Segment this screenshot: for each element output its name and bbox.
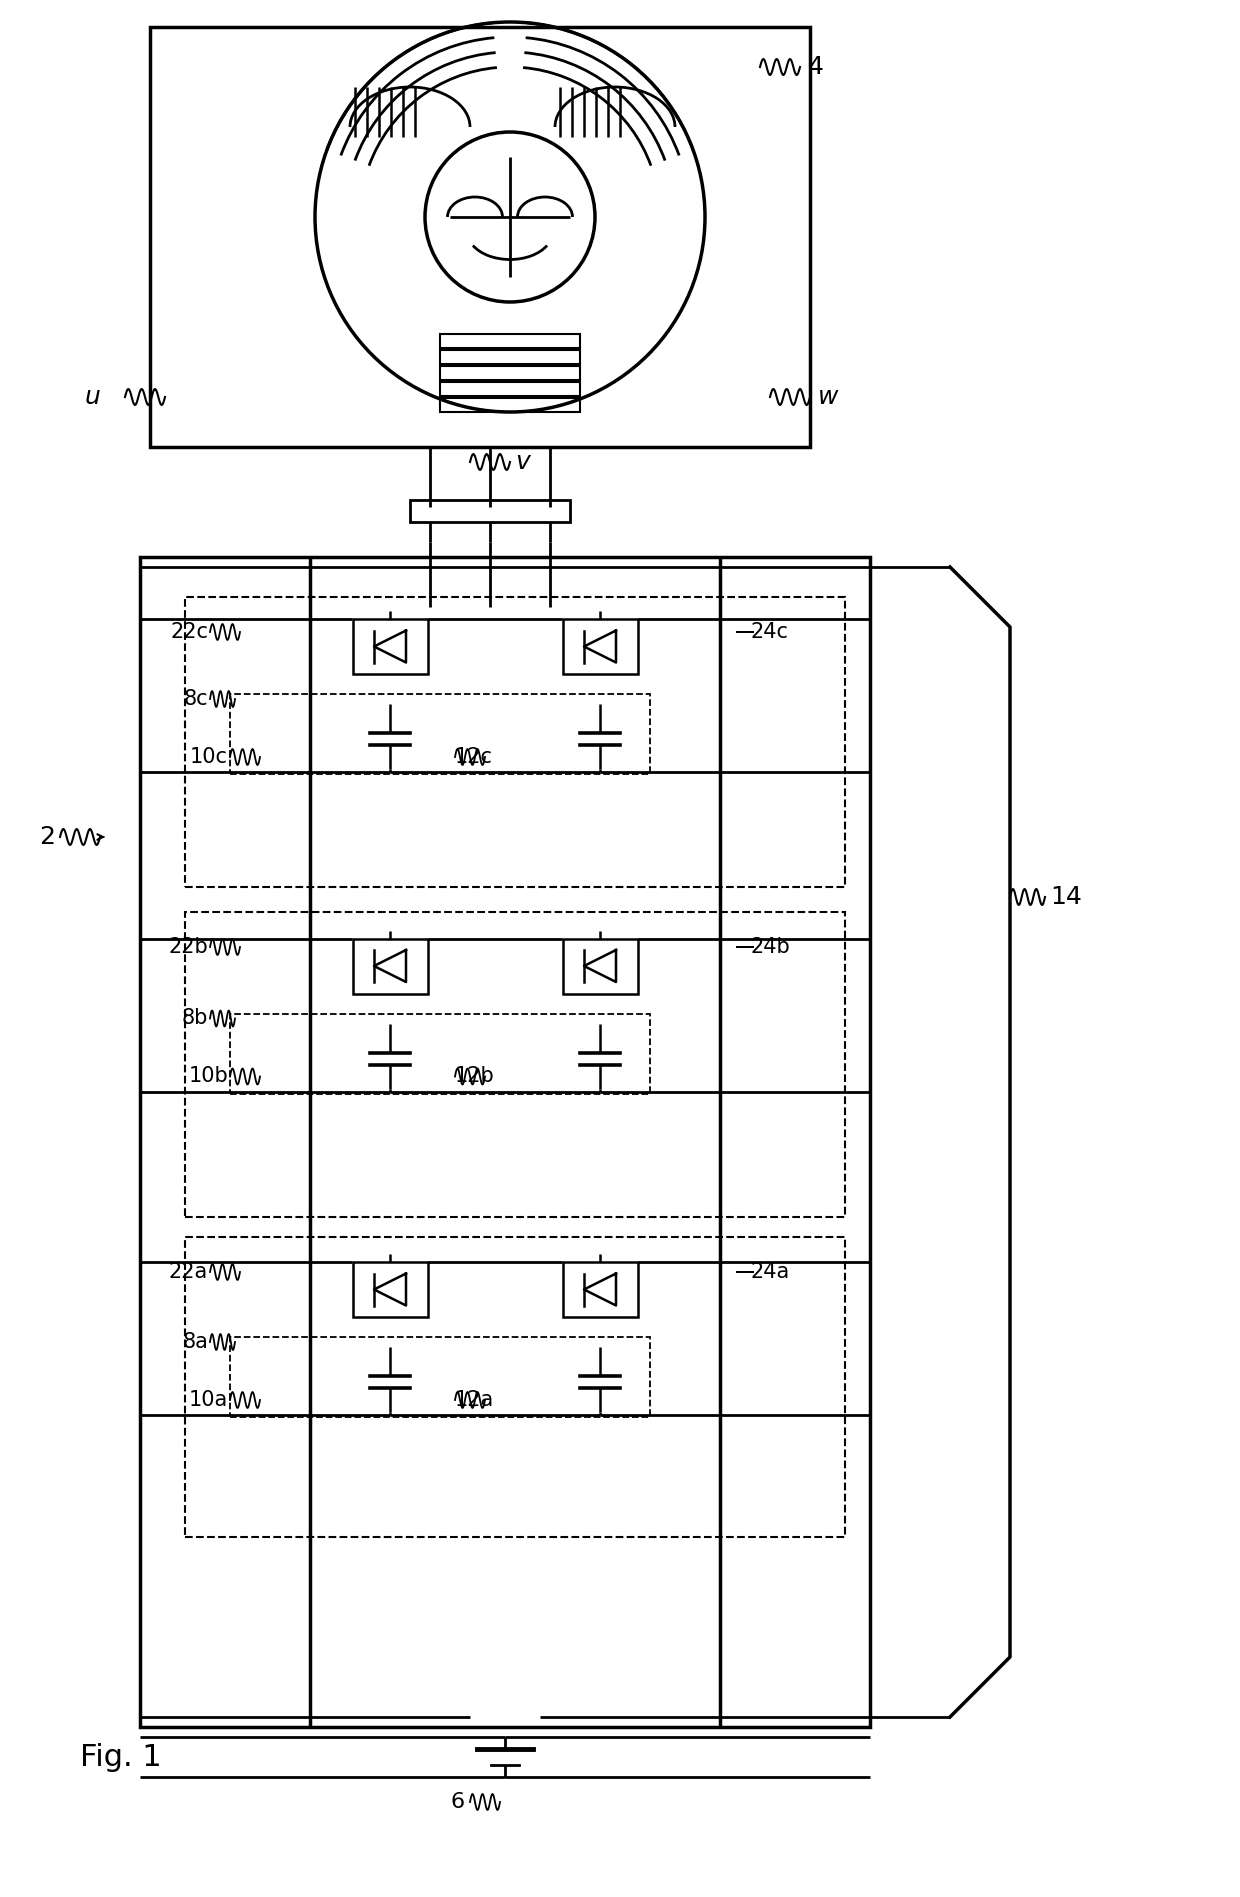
Text: 10c: 10c bbox=[190, 747, 228, 766]
Text: 6: 6 bbox=[451, 1793, 465, 1812]
Bar bbox=[563, 1262, 637, 1317]
Text: 14: 14 bbox=[1050, 886, 1081, 909]
Bar bbox=[140, 558, 870, 1726]
Bar bbox=[229, 694, 650, 774]
Text: v: v bbox=[515, 450, 529, 474]
Bar bbox=[440, 366, 580, 379]
Text: w: w bbox=[818, 385, 838, 410]
Text: 12b: 12b bbox=[455, 1066, 495, 1087]
Bar bbox=[410, 501, 570, 522]
Text: 24a: 24a bbox=[750, 1262, 789, 1282]
Text: 12a: 12a bbox=[455, 1391, 495, 1409]
Text: 4: 4 bbox=[808, 55, 825, 80]
Bar bbox=[563, 939, 637, 994]
Bar bbox=[440, 381, 580, 396]
Text: 10b: 10b bbox=[188, 1066, 228, 1087]
Text: 10a: 10a bbox=[188, 1391, 228, 1409]
Bar bbox=[185, 598, 844, 888]
Text: 8c: 8c bbox=[184, 689, 208, 709]
Bar bbox=[185, 912, 844, 1218]
Bar bbox=[229, 1337, 650, 1417]
Text: 22a: 22a bbox=[169, 1262, 208, 1282]
Text: 12c: 12c bbox=[455, 747, 494, 766]
Text: 24b: 24b bbox=[750, 937, 790, 956]
Text: Fig. 1: Fig. 1 bbox=[81, 1743, 161, 1772]
Bar bbox=[185, 1237, 844, 1537]
Bar bbox=[229, 1013, 650, 1093]
Text: 2: 2 bbox=[38, 825, 55, 850]
Text: 8b: 8b bbox=[181, 1009, 208, 1028]
Bar bbox=[440, 351, 580, 364]
Text: u: u bbox=[84, 385, 100, 410]
Bar bbox=[150, 27, 810, 448]
Bar bbox=[352, 618, 428, 673]
Bar bbox=[440, 398, 580, 412]
Bar bbox=[563, 618, 637, 673]
Bar bbox=[352, 1262, 428, 1317]
Bar bbox=[440, 334, 580, 347]
Text: 24c: 24c bbox=[750, 622, 787, 641]
Text: 22c: 22c bbox=[170, 622, 208, 641]
Bar bbox=[352, 939, 428, 994]
Text: 22b: 22b bbox=[169, 937, 208, 956]
Text: 8a: 8a bbox=[182, 1332, 208, 1353]
